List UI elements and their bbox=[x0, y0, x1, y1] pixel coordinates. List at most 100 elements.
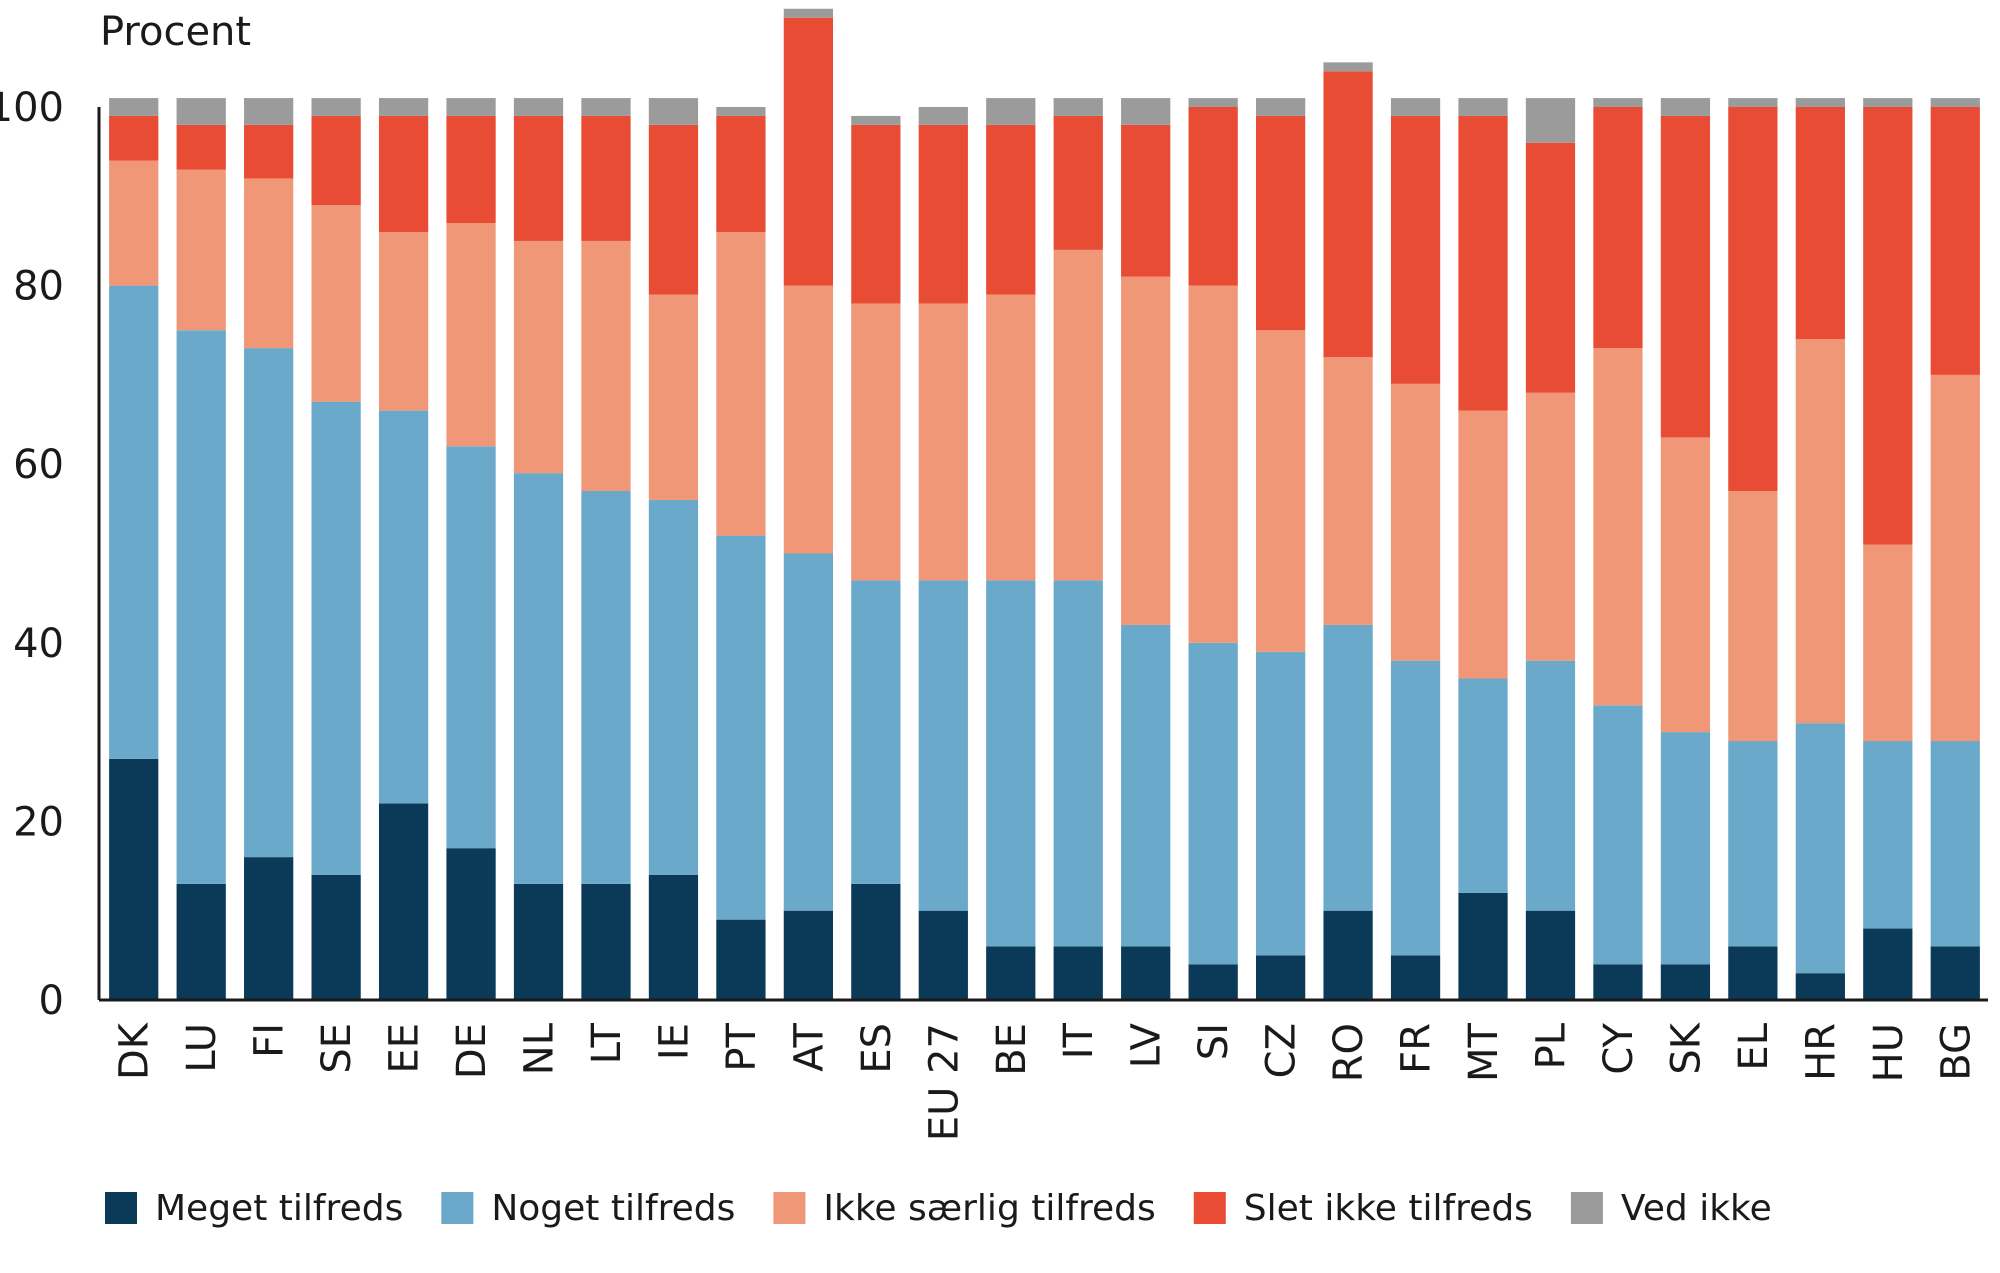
bar-stack-pt bbox=[716, 107, 766, 1000]
bar-segment bbox=[109, 285, 159, 759]
y-tick-label: 80 bbox=[13, 264, 64, 310]
x-tick-label: LT bbox=[584, 1022, 630, 1064]
bar-segment bbox=[648, 874, 699, 1000]
bar-segment bbox=[1323, 71, 1373, 358]
bar-stack-hu bbox=[1863, 98, 1913, 1000]
legend-item: Slet ikke tilfreds bbox=[1193, 1188, 1533, 1229]
bar-segment bbox=[1323, 357, 1373, 625]
bar-segment bbox=[581, 490, 631, 884]
bar-segment bbox=[581, 115, 631, 241]
bar-segment bbox=[1795, 98, 1845, 107]
bar-segment bbox=[513, 115, 564, 241]
legend-swatch bbox=[773, 1192, 806, 1224]
bar-segment bbox=[851, 124, 901, 304]
bar-stack-bg bbox=[1930, 98, 1980, 1000]
bar-segment bbox=[716, 115, 766, 233]
bar-segment bbox=[851, 883, 901, 1000]
bar-segment bbox=[1525, 660, 1576, 911]
bar-segment bbox=[311, 205, 361, 402]
bar-segment bbox=[176, 169, 226, 331]
legend-swatch bbox=[105, 1192, 137, 1224]
x-tick-label: SK bbox=[1663, 1021, 1709, 1074]
y-axis-label: Procent bbox=[100, 9, 251, 55]
bar-segment bbox=[1525, 910, 1576, 1000]
bar-segment bbox=[648, 124, 699, 295]
x-tick-label: LV bbox=[1124, 1022, 1170, 1068]
bar-segment bbox=[1795, 723, 1845, 974]
bar-segment bbox=[1323, 624, 1373, 911]
y-tick-label: 60 bbox=[13, 442, 64, 488]
bar-segment bbox=[1188, 964, 1238, 1000]
bar-segment bbox=[1728, 98, 1778, 107]
bar-segment bbox=[311, 401, 361, 875]
bar-segment bbox=[1053, 115, 1103, 250]
x-tick-label: PT bbox=[719, 1022, 765, 1071]
bar-segment bbox=[1053, 946, 1103, 1000]
x-tick-label: CY bbox=[1596, 1022, 1642, 1074]
bar-segment bbox=[244, 98, 294, 125]
bar-segment bbox=[109, 758, 159, 1000]
bar-segment bbox=[1660, 437, 1711, 733]
bar-stack-hr bbox=[1795, 98, 1845, 1000]
x-tick-label: EL bbox=[1731, 1022, 1777, 1070]
x-tick-label: DE bbox=[449, 1023, 495, 1079]
legend-label: Slet ikke tilfreds bbox=[1244, 1188, 1533, 1229]
bar-segment bbox=[513, 883, 564, 1000]
bar-segment bbox=[513, 240, 564, 474]
bar-segment bbox=[1728, 946, 1778, 1000]
bar-segment bbox=[378, 115, 429, 233]
bar-segment bbox=[1795, 973, 1845, 1000]
bar-segment bbox=[513, 98, 564, 116]
bar-segment bbox=[918, 910, 968, 1000]
bar-segment bbox=[1863, 544, 1913, 742]
y-tick-label: 0 bbox=[39, 978, 64, 1024]
bar-segment bbox=[1390, 955, 1441, 1000]
bar-segment bbox=[986, 98, 1036, 125]
x-tick-label: RO bbox=[1326, 1023, 1372, 1082]
bar-stack-at bbox=[783, 8, 833, 1000]
bar-segment bbox=[446, 115, 496, 224]
bar-segment bbox=[1390, 98, 1441, 116]
bar-segment bbox=[1458, 115, 1508, 411]
bar-segment bbox=[1593, 348, 1643, 706]
bar-segment bbox=[1053, 580, 1103, 947]
bar-segment bbox=[1458, 98, 1508, 116]
bar-segment bbox=[1121, 946, 1171, 1000]
bar-segment bbox=[783, 910, 833, 1000]
bar-segment bbox=[446, 223, 496, 447]
bar-segment bbox=[1660, 732, 1711, 965]
bar-stack-nl bbox=[513, 98, 564, 1000]
legend-swatch bbox=[1570, 1192, 1603, 1224]
bar-segment bbox=[109, 115, 159, 161]
bar-stack-lv bbox=[1121, 98, 1171, 1000]
x-tick-label: SE bbox=[314, 1023, 360, 1074]
bar-stack-fi bbox=[244, 98, 294, 1000]
bar-segment bbox=[1121, 124, 1171, 277]
bar-segment bbox=[783, 553, 833, 911]
bar-segment bbox=[1795, 107, 1845, 340]
bar-segment bbox=[783, 17, 833, 286]
y-tick-label: 100 bbox=[0, 85, 64, 131]
x-tick-label: NL bbox=[517, 1022, 563, 1075]
bar-stack-cz bbox=[1256, 98, 1306, 1000]
bar-segment bbox=[1728, 107, 1778, 491]
x-tick-label: MT bbox=[1461, 1022, 1507, 1082]
bar-segment bbox=[311, 115, 361, 206]
bar-segment bbox=[378, 803, 429, 1000]
bar-segment bbox=[1930, 946, 1980, 1000]
bar-segment bbox=[378, 232, 429, 411]
bar-segment bbox=[1256, 98, 1306, 116]
bar-segment bbox=[581, 240, 631, 491]
bar-stack-ee bbox=[378, 98, 429, 1000]
bar-segment bbox=[1458, 892, 1508, 1000]
bar-segment bbox=[648, 98, 699, 125]
x-tick-label: BE bbox=[989, 1023, 1035, 1076]
bar-segment bbox=[1121, 276, 1171, 625]
x-tick-label: HR bbox=[1798, 1023, 1844, 1081]
bar-stack-cy bbox=[1593, 98, 1643, 1000]
bar-segment bbox=[1593, 964, 1643, 1000]
bar-segment bbox=[648, 294, 699, 500]
bar-stack-lt bbox=[581, 98, 631, 1000]
bar-stack-fr bbox=[1390, 98, 1441, 1000]
